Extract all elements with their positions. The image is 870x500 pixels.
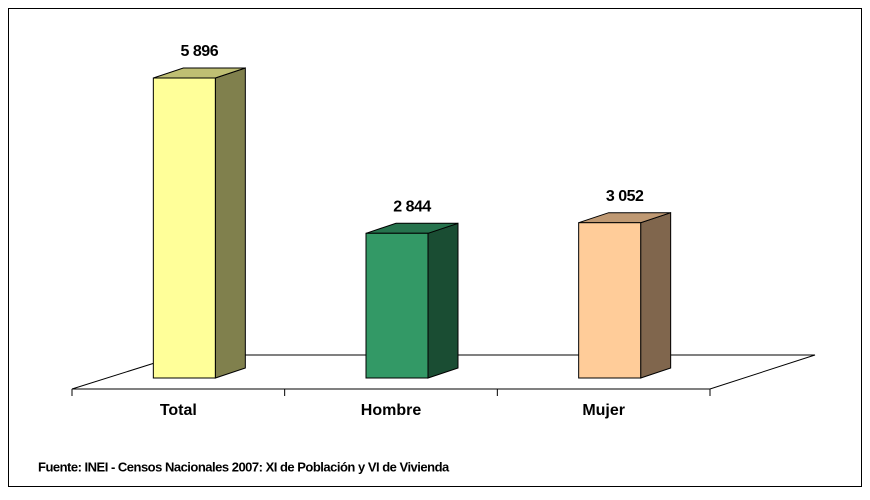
data-label: 5 896	[181, 43, 219, 60]
data-label: 2 844	[393, 199, 431, 216]
x-tick-label: Total	[160, 402, 197, 419]
x-tick-label: Mujer	[582, 402, 625, 419]
bar-side	[427, 222, 459, 379]
bar	[152, 77, 216, 379]
source-note: Fuente: INEI - Censos Nacionales 2007: X…	[38, 459, 450, 474]
bar-side	[214, 67, 246, 379]
bar	[578, 222, 642, 379]
bar-side	[640, 212, 672, 379]
bar	[365, 232, 429, 379]
data-label: 3 052	[606, 188, 644, 205]
x-tick-label: Hombre	[361, 402, 422, 419]
